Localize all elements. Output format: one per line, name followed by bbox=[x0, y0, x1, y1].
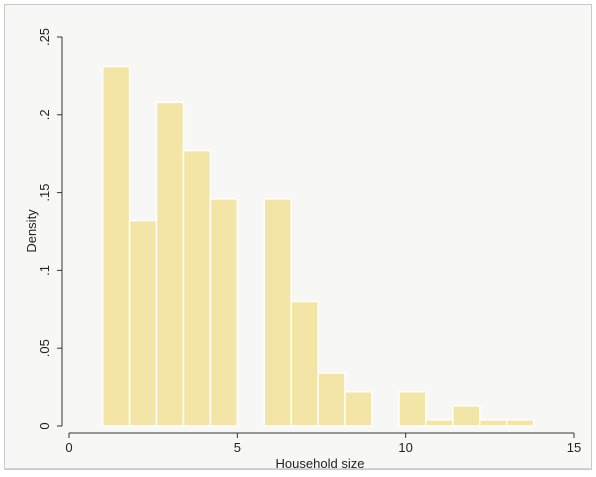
histogram-bar bbox=[344, 391, 373, 427]
x-tick-label: 10 bbox=[398, 440, 412, 455]
bars-group bbox=[101, 65, 535, 427]
x-tick-label: 0 bbox=[65, 440, 72, 455]
histogram-bar bbox=[452, 405, 481, 427]
histogram-bar bbox=[101, 65, 131, 427]
x-axis-title: Household size bbox=[276, 456, 365, 471]
histogram-bar bbox=[128, 219, 158, 427]
histogram-bar bbox=[182, 149, 212, 427]
histogram-bar bbox=[155, 101, 185, 427]
histogram-bar bbox=[263, 198, 292, 427]
histogram-bar bbox=[425, 419, 454, 427]
y-tick-label: .2 bbox=[37, 109, 52, 120]
histogram-bar bbox=[398, 391, 427, 427]
histogram-bar bbox=[209, 198, 239, 427]
y-tick-label: .15 bbox=[37, 184, 52, 202]
x-tick-label: 15 bbox=[567, 440, 581, 455]
y-tick-label: .1 bbox=[37, 265, 52, 276]
histogram-bar bbox=[505, 419, 535, 427]
y-tick-label: 0 bbox=[37, 422, 52, 429]
y-ticks-group: 0 .05 .1 .15 .2 .25 bbox=[37, 28, 62, 430]
histogram-bar bbox=[290, 300, 319, 427]
y-axis-title: Density bbox=[24, 209, 39, 253]
y-tick-label: .25 bbox=[37, 28, 52, 46]
frame-divider bbox=[4, 468, 590, 469]
x-ticks-group: 0 5 10 15 bbox=[65, 433, 581, 455]
y-tick-label: .05 bbox=[37, 339, 52, 357]
histogram-bar bbox=[317, 372, 346, 427]
x-tick-label: 5 bbox=[234, 440, 241, 455]
histogram-bar bbox=[478, 419, 508, 427]
